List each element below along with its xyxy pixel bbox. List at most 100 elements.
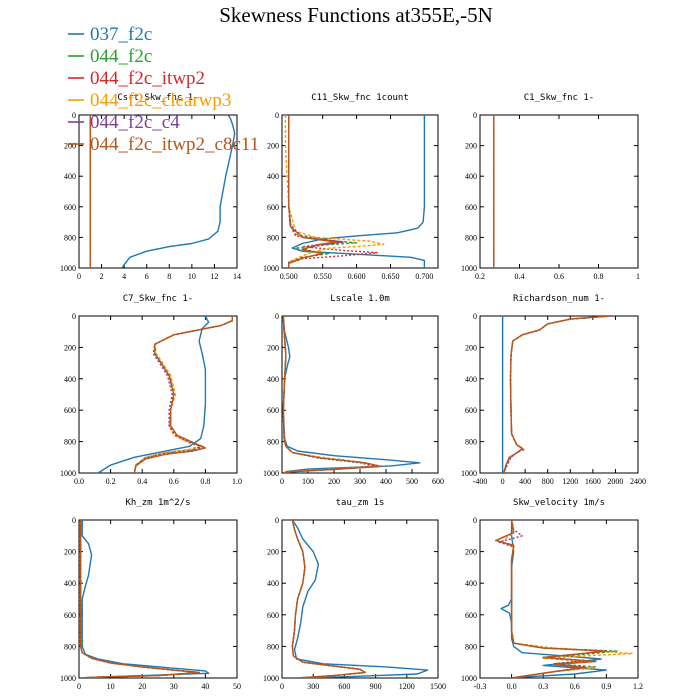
x-tick-label: 0.6: [570, 682, 580, 691]
panel-title: C1_Skw_fnc 1-: [524, 93, 594, 103]
y-tick-label: 400: [64, 172, 76, 181]
x-tick-label: 800: [542, 477, 554, 486]
y-tick-label: 400: [465, 579, 477, 588]
series-line-037_f2c: [291, 520, 429, 678]
y-tick-label: 0: [473, 111, 477, 120]
panel-title: Csrt_Skw_fnc 1-: [117, 93, 198, 103]
y-tick-label: 1000: [60, 264, 76, 273]
x-tick-label: 20: [138, 682, 146, 691]
series-line-044_f2c: [291, 520, 366, 678]
series-line-044_f2c_itwp2: [79, 520, 200, 678]
y-tick-label: 800: [267, 438, 279, 447]
x-tick-label: 0.550: [314, 272, 332, 281]
x-tick-label: 0.3: [538, 682, 548, 691]
x-tick-label: 6: [145, 272, 149, 281]
series-line-044_f2c_c4: [291, 520, 366, 678]
y-tick-label: 800: [465, 438, 477, 447]
x-tick-label: 900: [370, 682, 382, 691]
y-tick-label: 600: [465, 203, 477, 212]
plot-frame: [479, 114, 639, 269]
legend-label: 044_f2c_clearwp3: [90, 90, 231, 111]
series-line-044_f2c_c4: [503, 316, 610, 473]
series-line-044_f2c: [503, 316, 610, 473]
x-tick-label: 50: [233, 682, 241, 691]
series-line-044_f2c_itwp2_c8c11: [291, 520, 366, 678]
legend-item: 044_f2c_itwp2: [68, 68, 205, 89]
panel-title: C11_Skw_fnc 1count: [311, 93, 409, 103]
series-line-044_f2c_clearwp3: [503, 316, 610, 473]
y-tick-label: 400: [267, 579, 279, 588]
series-line-044_f2c_clearwp3: [291, 520, 366, 678]
y-tick-label: 800: [465, 233, 477, 242]
y-tick-label: 0: [72, 111, 76, 120]
y-tick-label: 0: [72, 516, 76, 525]
y-tick-label: 800: [64, 233, 76, 242]
series-line-044_f2c_c4: [282, 316, 377, 473]
x-tick-label: 0.4: [137, 477, 147, 486]
x-tick-label: 400: [519, 477, 531, 486]
series-line-044_f2c_itwp2_c8c11: [495, 520, 608, 678]
legend-label: 044_f2c: [90, 46, 152, 67]
y-tick-label: 200: [267, 142, 279, 151]
plot-frame: [281, 315, 439, 474]
x-tick-label: 200: [328, 477, 340, 486]
y-tick-label: 200: [465, 142, 477, 151]
x-tick-label: 400: [380, 477, 392, 486]
series-line-044_f2c_itwp2: [133, 316, 233, 473]
series-line-044_f2c_itwp2: [288, 115, 378, 268]
x-tick-label: 0: [77, 272, 81, 281]
y-tick-label: 0: [275, 516, 279, 525]
x-tick-label: 2: [100, 272, 104, 281]
series-line-037_f2c: [97, 316, 210, 473]
x-tick-label: 1200: [562, 477, 578, 486]
legend-item: 037_f2c: [68, 24, 152, 45]
x-tick-label: 0.6: [554, 272, 564, 281]
x-tick-label: 0.8: [594, 272, 604, 281]
y-tick-label: 200: [64, 548, 76, 557]
y-tick-label: 800: [465, 642, 477, 651]
series-line-044_f2c_c4: [133, 316, 233, 473]
series-line-037_f2c: [500, 520, 608, 678]
series-line-044_f2c_clearwp3: [133, 316, 233, 473]
series-line-044_f2c: [495, 520, 618, 678]
plot-frame: [479, 315, 639, 474]
legend-item: 044_f2c_itwp2_c8c11: [68, 134, 259, 155]
y-tick-label: 600: [465, 611, 477, 620]
y-tick-label: 200: [465, 548, 477, 557]
series-line-044_f2c_itwp2_c8c11: [288, 115, 337, 268]
x-tick-label: 0.0: [74, 477, 84, 486]
plot-frame: [78, 315, 238, 474]
y-tick-label: 200: [64, 343, 76, 352]
y-tick-label: 400: [64, 375, 76, 384]
panel-title: Kh_zm 1m^2/s: [125, 498, 190, 508]
series-line-044_f2c_c4: [79, 520, 200, 678]
y-tick-label: 200: [465, 343, 477, 352]
x-tick-label: 8: [167, 272, 171, 281]
y-tick-label: 0: [72, 312, 76, 321]
x-tick-label: 0.700: [415, 272, 433, 281]
y-tick-label: 1000: [461, 264, 477, 273]
panel-title: tau_zm 1s: [336, 498, 385, 508]
legend-item: 044_f2c: [68, 46, 152, 67]
series-line-044_f2c_itwp2_c8c11: [503, 316, 610, 473]
plot-frame: [479, 519, 639, 679]
series-line-044_f2c_itwp2_c8c11: [133, 316, 233, 473]
x-tick-label: 0: [501, 477, 505, 486]
x-tick-label: 600: [432, 477, 444, 486]
x-tick-label: 0.0: [507, 682, 517, 691]
x-tick-label: 0.500: [280, 272, 298, 281]
y-tick-label: 800: [267, 642, 279, 651]
plot-frame: [78, 519, 238, 679]
x-tick-label: 0: [280, 477, 284, 486]
y-tick-label: 400: [267, 375, 279, 384]
series-line-044_f2c: [79, 520, 200, 678]
series-line-044_f2c_clearwp3: [282, 316, 377, 473]
series-line-044_f2c_itwp2_c8c11: [79, 520, 200, 678]
y-tick-label: 400: [64, 579, 76, 588]
legend-label: 037_f2c: [90, 24, 152, 45]
y-tick-label: 200: [267, 548, 279, 557]
x-tick-label: 10: [107, 682, 115, 691]
